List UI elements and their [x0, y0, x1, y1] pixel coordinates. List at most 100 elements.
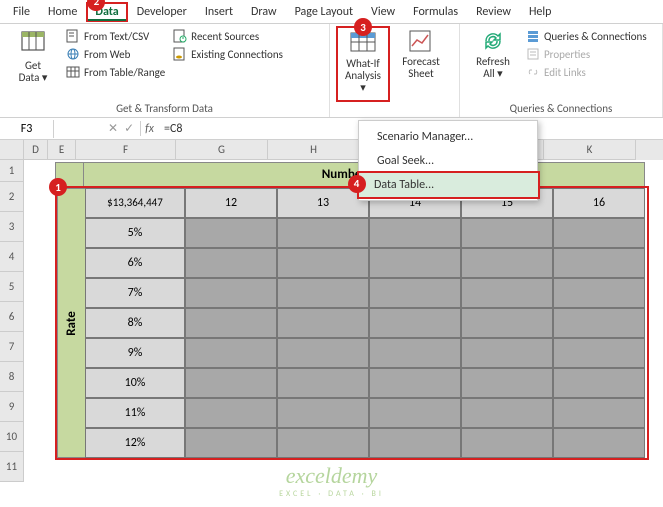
- data-cell-7-3[interactable]: [461, 428, 553, 458]
- col-e[interactable]: E: [48, 140, 76, 160]
- data-table-item[interactable]: 4 Data Table...: [357, 171, 540, 199]
- data-cell-0-3[interactable]: [461, 218, 553, 248]
- scenario-manager-item[interactable]: Scenario Manager...: [359, 125, 537, 149]
- rate-cell-6[interactable]: 11%: [85, 398, 185, 428]
- data-cell-7-4[interactable]: [553, 428, 645, 458]
- from-table-range-button[interactable]: From Table/Range: [64, 64, 167, 80]
- name-box[interactable]: F3: [0, 120, 54, 138]
- data-cell-3-1[interactable]: [277, 308, 369, 338]
- data-cell-1-0[interactable]: [185, 248, 277, 278]
- row-3[interactable]: 3: [0, 212, 24, 242]
- get-data-button[interactable]: Get Data ▾: [6, 26, 60, 102]
- properties-button[interactable]: Properties: [524, 46, 649, 62]
- tab-formulas[interactable]: Formulas: [404, 2, 467, 22]
- row-7[interactable]: 7: [0, 332, 24, 362]
- tab-draw[interactable]: Draw: [242, 2, 286, 22]
- row-8[interactable]: 8: [0, 362, 24, 392]
- row-11[interactable]: 11: [0, 452, 24, 482]
- data-cell-6-0[interactable]: [185, 398, 277, 428]
- data-cell-1-1[interactable]: [277, 248, 369, 278]
- data-cell-5-4[interactable]: [553, 368, 645, 398]
- data-cell-7-1[interactable]: [277, 428, 369, 458]
- corner-cell[interactable]: $13,364,447: [85, 188, 185, 218]
- data-cell-5-2[interactable]: [369, 368, 461, 398]
- data-cell-4-0[interactable]: [185, 338, 277, 368]
- refresh-all-button[interactable]: Refresh All ▾: [466, 26, 520, 102]
- data-cell-3-0[interactable]: [185, 308, 277, 338]
- data-cell-0-2[interactable]: [369, 218, 461, 248]
- from-web-button[interactable]: From Web: [64, 46, 167, 62]
- col-h[interactable]: H: [268, 140, 360, 160]
- rate-cell-7[interactable]: 12%: [85, 428, 185, 458]
- col-d[interactable]: D: [24, 140, 48, 160]
- row-5[interactable]: 5: [0, 272, 24, 302]
- confirm-icon[interactable]: ✓: [124, 121, 134, 136]
- rate-cell-3[interactable]: 8%: [85, 308, 185, 338]
- row-4[interactable]: 4: [0, 242, 24, 272]
- data-cell-2-4[interactable]: [553, 278, 645, 308]
- data-cell-3-3[interactable]: [461, 308, 553, 338]
- col-g[interactable]: G: [176, 140, 268, 160]
- rate-cell-4[interactable]: 9%: [85, 338, 185, 368]
- from-text-csv-button[interactable]: From Text/CSV: [64, 28, 167, 44]
- data-cell-1-4[interactable]: [553, 248, 645, 278]
- rate-cell-2[interactable]: 7%: [85, 278, 185, 308]
- row-2[interactable]: 2: [0, 182, 24, 212]
- recent-sources-button[interactable]: Recent Sources: [171, 28, 285, 44]
- data-cell-0-0[interactable]: [185, 218, 277, 248]
- data-cell-6-2[interactable]: [369, 398, 461, 428]
- tab-home[interactable]: Home: [39, 2, 86, 22]
- tab-review[interactable]: Review: [467, 2, 520, 22]
- goal-seek-item[interactable]: Goal Seek...: [359, 149, 537, 173]
- data-cell-6-1[interactable]: [277, 398, 369, 428]
- rate-cell-5[interactable]: 10%: [85, 368, 185, 398]
- data-cell-5-0[interactable]: [185, 368, 277, 398]
- tab-view[interactable]: View: [362, 2, 404, 22]
- col-k[interactable]: K: [544, 140, 636, 160]
- row-10[interactable]: 10: [0, 422, 24, 452]
- row-6[interactable]: 6: [0, 302, 24, 332]
- formula-input[interactable]: =C8: [158, 122, 188, 136]
- year-cell-0[interactable]: 12: [185, 188, 277, 218]
- data-grid[interactable]: $13,364,44712131415165%6%7%8%9%10%11%12%: [85, 188, 645, 458]
- edit-links-button[interactable]: Edit Links: [524, 64, 649, 80]
- data-cell-1-3[interactable]: [461, 248, 553, 278]
- select-all-corner[interactable]: [0, 140, 24, 160]
- tab-insert[interactable]: Insert: [196, 2, 242, 22]
- tab-file[interactable]: File: [4, 2, 39, 22]
- data-cell-4-1[interactable]: [277, 338, 369, 368]
- rate-cell-1[interactable]: 6%: [85, 248, 185, 278]
- year-cell-1[interactable]: 13: [277, 188, 369, 218]
- data-cell-4-3[interactable]: [461, 338, 553, 368]
- row-1[interactable]: 1: [0, 160, 24, 182]
- queries-connections-button[interactable]: Queries & Connections: [524, 28, 649, 44]
- data-cell-2-3[interactable]: [461, 278, 553, 308]
- col-f[interactable]: F: [76, 140, 176, 160]
- data-cell-6-4[interactable]: [553, 398, 645, 428]
- data-cell-3-4[interactable]: [553, 308, 645, 338]
- data-cell-2-0[interactable]: [185, 278, 277, 308]
- row-9[interactable]: 9: [0, 392, 24, 422]
- tab-developer[interactable]: Developer: [128, 2, 196, 22]
- tab-pagelayout[interactable]: Page Layout: [286, 2, 362, 22]
- data-cell-2-1[interactable]: [277, 278, 369, 308]
- data-cell-0-1[interactable]: [277, 218, 369, 248]
- data-cell-7-2[interactable]: [369, 428, 461, 458]
- cancel-icon[interactable]: ✕: [108, 121, 118, 136]
- fx-icon[interactable]: fx: [141, 122, 158, 136]
- data-cell-2-2[interactable]: [369, 278, 461, 308]
- what-if-analysis-button[interactable]: What-If Analysis ▾: [336, 26, 390, 102]
- data-cell-1-2[interactable]: [369, 248, 461, 278]
- forecast-sheet-button[interactable]: Forecast Sheet: [394, 26, 448, 102]
- data-cell-3-2[interactable]: [369, 308, 461, 338]
- data-cell-0-4[interactable]: [553, 218, 645, 248]
- data-cell-5-1[interactable]: [277, 368, 369, 398]
- data-cell-6-3[interactable]: [461, 398, 553, 428]
- existing-connections-button[interactable]: Existing Connections: [171, 46, 285, 62]
- year-cell-4[interactable]: 16: [553, 188, 645, 218]
- data-cell-7-0[interactable]: [185, 428, 277, 458]
- data-cell-4-2[interactable]: [369, 338, 461, 368]
- rate-cell-0[interactable]: 5%: [85, 218, 185, 248]
- tab-help[interactable]: Help: [520, 2, 561, 22]
- data-cell-5-3[interactable]: [461, 368, 553, 398]
